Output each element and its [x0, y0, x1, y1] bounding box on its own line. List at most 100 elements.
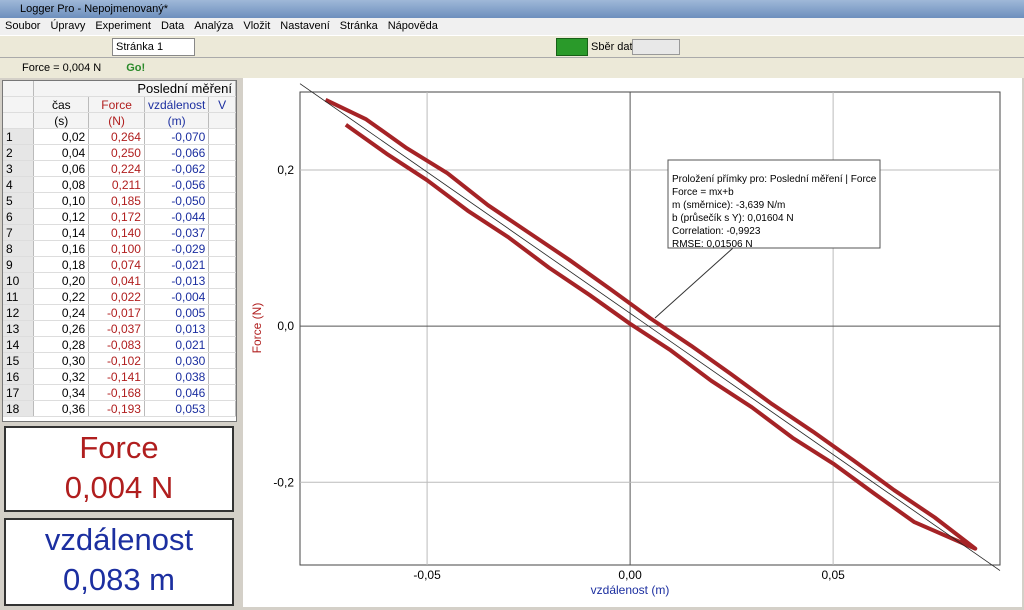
- column-unit-row: (s) (N) (m): [3, 112, 236, 129]
- table-row: 18 0,36 -0,193 0,053: [3, 400, 236, 417]
- fit-box-line: b (průsečík s Y): 0,01604 N: [672, 212, 794, 224]
- cell: 0,32: [33, 368, 90, 385]
- cell: [208, 160, 236, 177]
- column-unit: (m): [144, 112, 210, 129]
- fit-box: Proložení přímky pro: Poslední měření | …: [667, 159, 881, 250]
- cell: -0,044: [144, 208, 210, 225]
- meter-label: Force: [79, 430, 159, 465]
- cell: 0,20: [33, 272, 90, 289]
- cell: 0,053: [144, 400, 210, 417]
- cell: -0,141: [88, 368, 145, 385]
- table-row: 12 0,24 -0,017 0,005: [3, 304, 236, 321]
- fit-box-line: RMSE: 0,01506 N: [672, 239, 753, 250]
- row-number: 11: [3, 288, 35, 305]
- table-row: 16 0,32 -0,141 0,038: [3, 368, 236, 385]
- menu-item[interactable]: Úpravy: [50, 20, 86, 32]
- cell: [208, 288, 236, 305]
- cell: 0,038: [144, 368, 210, 385]
- cell: 0,021: [144, 336, 210, 353]
- title-bar: Logger Pro - Nepojmenovaný*: [0, 0, 1024, 18]
- fit-box-frame: [667, 159, 881, 249]
- cell: 0,005: [144, 304, 210, 321]
- menu-item[interactable]: Soubor: [5, 20, 41, 32]
- graph-panel: vzdálenost (m) Force (N) -0,05 0,00 0,05 0,…: [243, 78, 1022, 607]
- row-number: 1: [3, 128, 35, 145]
- meter-value: 0,004 N: [64, 470, 174, 505]
- sensor-reading[interactable]: Force = 0,004 N: [22, 62, 102, 74]
- table-row: 13 0,26 -0,037 0,013: [3, 320, 236, 337]
- cell: 0,224: [88, 160, 145, 177]
- row-number: 10: [3, 272, 35, 289]
- x-axis-label: vzdálenost (m): [591, 583, 670, 597]
- column-name: čas: [33, 96, 90, 113]
- menu-item[interactable]: Data: [160, 20, 185, 32]
- row-number: 8: [3, 240, 35, 257]
- x-tick-label: 0,05: [821, 568, 845, 582]
- x-tick-label: 0,00: [618, 568, 642, 582]
- cell: 0,264: [88, 128, 145, 145]
- callout-line: [654, 247, 734, 319]
- cell: [208, 272, 236, 289]
- table-row: 8 0,16 0,100 -0,029: [3, 240, 236, 257]
- y-tick-label: 0,0: [277, 319, 294, 333]
- cell: -0,013: [144, 272, 210, 289]
- page-selector[interactable]: Stránka 1: [112, 38, 195, 56]
- table-row: 5 0,10 0,185 -0,050: [3, 192, 236, 209]
- cell: 0,24: [33, 304, 90, 321]
- cell: 0,172: [88, 208, 145, 225]
- cell: 0,04: [33, 144, 90, 161]
- cell: 0,18: [33, 256, 90, 273]
- table-row: 9 0,18 0,074 -0,021: [3, 256, 236, 273]
- cell: -0,062: [144, 160, 210, 177]
- table: Poslední měření čas Force vzdálenost V (s) (N)…: [3, 81, 236, 417]
- cell: -0,102: [88, 352, 145, 369]
- column-name: Force: [88, 96, 145, 113]
- cell: 0,041: [88, 272, 145, 289]
- cell: [208, 208, 236, 225]
- fit-box-line: Proložení přímky pro: Poslední měření | …: [672, 174, 877, 185]
- cell: 0,211: [88, 176, 145, 193]
- menu-item[interactable]: Nastavení: [280, 20, 330, 32]
- cell: [208, 240, 236, 257]
- row-number: 6: [3, 208, 35, 225]
- column-name: V: [208, 96, 236, 113]
- cell: -0,029: [144, 240, 210, 257]
- menu-item[interactable]: Vložit: [243, 20, 271, 32]
- cell: 0,08: [33, 176, 90, 193]
- table-row: 7 0,14 0,140 -0,037: [3, 224, 236, 241]
- collect-button[interactable]: [556, 38, 588, 56]
- cell: -0,037: [88, 320, 145, 337]
- go-button[interactable]: Go!: [126, 62, 146, 74]
- row-number: 17: [3, 384, 35, 401]
- column-name: vzdálenost: [144, 96, 210, 113]
- cell: [208, 224, 236, 241]
- row-number: 7: [3, 224, 35, 241]
- corner: [3, 112, 35, 129]
- cell: 0,046: [144, 384, 210, 401]
- menu-item[interactable]: Experiment: [95, 20, 151, 32]
- cell: 0,02: [33, 128, 90, 145]
- row-number: 13: [3, 320, 35, 337]
- menu-item[interactable]: Stránka: [339, 20, 378, 32]
- meter-label: vzdálenost: [44, 522, 194, 557]
- cell: 0,250: [88, 144, 145, 161]
- cell: [208, 256, 236, 273]
- cell: 0,16: [33, 240, 90, 257]
- sensor-bar: Force = 0,004 N Go!: [0, 57, 1024, 78]
- cell: 0,22: [33, 288, 90, 305]
- cell: 0,30: [33, 352, 90, 369]
- cell: [208, 336, 236, 353]
- cell: [208, 144, 236, 161]
- menu-item[interactable]: Nápověda: [387, 20, 438, 32]
- graph: vzdálenost (m) Force (N) -0,05 0,00 0,05 0,…: [250, 83, 1001, 597]
- x-tick-label: -0,05: [413, 568, 441, 582]
- y-axis-label: Force (N): [250, 303, 264, 354]
- menu-item[interactable]: Analýza: [194, 20, 234, 32]
- row-number: 14: [3, 336, 35, 353]
- table-row: 2 0,04 0,250 -0,066: [3, 144, 236, 161]
- cell: 0,28: [33, 336, 90, 353]
- cell: -0,066: [144, 144, 210, 161]
- row-number: 18: [3, 400, 35, 417]
- cell: 0,030: [144, 352, 210, 369]
